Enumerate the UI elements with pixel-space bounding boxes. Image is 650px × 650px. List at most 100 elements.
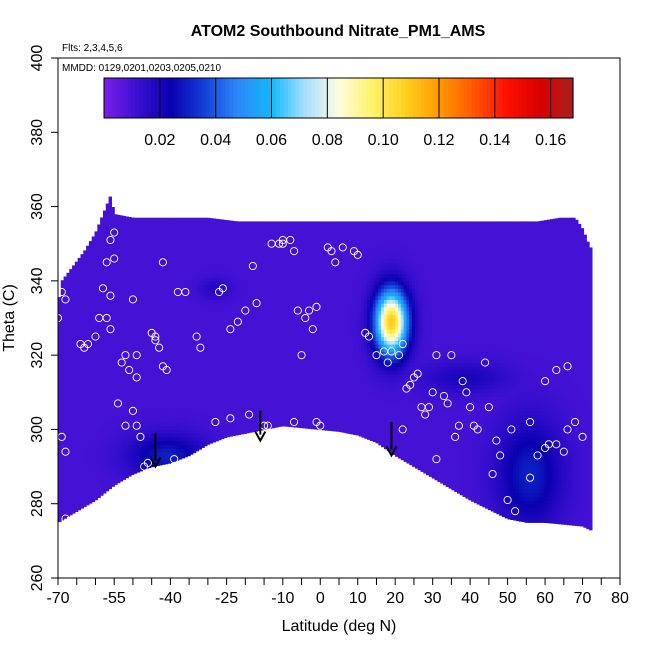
heatmap-cell — [159, 232, 163, 237]
heatmap-cell — [167, 240, 171, 245]
heatmap-cell — [77, 299, 82, 304]
heatmap-cell — [265, 373, 270, 379]
heatmap-cell — [91, 251, 96, 256]
heatmap-cell — [204, 381, 208, 386]
heatmap-cell — [176, 403, 180, 408]
heatmap-cell — [80, 258, 84, 263]
heatmap-cell — [260, 277, 264, 282]
heatmap-cell — [100, 306, 104, 312]
heatmap-cell — [147, 440, 152, 445]
heatmap-cell — [128, 325, 132, 330]
heatmap-cell — [122, 444, 127, 449]
heatmap-cell — [156, 451, 160, 457]
heatmap-cell — [159, 351, 163, 356]
heatmap-cell — [271, 410, 275, 416]
heatmap-cell — [77, 280, 82, 286]
heatmap-cell — [237, 340, 242, 345]
heatmap-cell — [74, 488, 79, 494]
heatmap-cell — [223, 251, 228, 256]
heatmap-cell — [268, 273, 273, 278]
heatmap-cell — [176, 292, 180, 297]
heatmap-cell — [97, 392, 101, 397]
heatmap-cell — [198, 247, 202, 252]
heatmap-cell — [86, 425, 90, 431]
heatmap-cell — [167, 362, 171, 367]
heatmap-cell — [190, 295, 194, 301]
heatmap-cell — [147, 228, 152, 234]
heatmap-cell — [161, 221, 166, 226]
heatmap-cell — [195, 399, 200, 405]
heatmap-cell — [170, 329, 174, 334]
heatmap-cell — [181, 262, 186, 267]
heatmap-cell — [237, 258, 242, 263]
heatmap-cell — [74, 381, 79, 386]
heatmap-cell — [77, 440, 82, 445]
heatmap-cell — [142, 314, 146, 319]
heatmap-cell — [150, 310, 155, 315]
heatmap-cell — [69, 477, 73, 483]
heatmap-cell — [240, 228, 245, 234]
heatmap-cell — [131, 466, 135, 471]
heatmap-cell — [176, 425, 180, 431]
heatmap-cell — [94, 466, 98, 471]
heatmap-cell — [83, 250, 87, 252]
heatmap-cell — [181, 436, 186, 442]
heatmap-cell — [212, 377, 216, 382]
heatmap-cell — [105, 373, 110, 379]
heatmap-cell — [176, 340, 180, 345]
heatmap-cell — [161, 303, 166, 308]
heatmap-cell — [209, 384, 214, 390]
heatmap-cell — [122, 215, 127, 219]
heatmap-cell — [232, 340, 236, 345]
heatmap-cell — [260, 269, 264, 275]
heatmap-cell — [249, 325, 253, 330]
heatmap-cell — [77, 266, 82, 271]
heatmap-cell — [257, 306, 261, 312]
heatmap-cell — [142, 236, 146, 241]
heatmap-cell — [102, 384, 107, 390]
heatmap-cell — [100, 310, 104, 315]
heatmap-cell — [232, 329, 236, 334]
heatmap-cell — [80, 351, 84, 356]
heatmap-cell — [74, 351, 79, 356]
heatmap-cell — [80, 362, 84, 367]
heatmap-cell — [223, 399, 228, 405]
heatmap-cell — [94, 388, 98, 393]
heatmap-cell — [164, 392, 169, 397]
heatmap-cell — [58, 418, 62, 423]
heatmap-cell — [178, 295, 183, 301]
heatmap-cell — [181, 258, 186, 263]
heatmap-cell — [257, 221, 261, 226]
heatmap-cell — [257, 418, 261, 423]
heatmap-cell — [147, 355, 152, 360]
heatmap-cell — [176, 362, 180, 367]
heatmap-cell — [91, 310, 96, 315]
heatmap-cell — [147, 448, 152, 453]
heatmap-cell — [206, 440, 211, 445]
heatmap-cell — [58, 485, 62, 490]
heatmap-cell — [131, 314, 135, 319]
heatmap-cell — [161, 459, 166, 464]
heatmap-cell — [204, 299, 208, 304]
heatmap-cell — [178, 351, 183, 356]
heatmap-cell — [223, 258, 228, 263]
heatmap-cell — [108, 332, 112, 338]
heatmap-cell — [187, 247, 191, 252]
heatmap-cell — [156, 266, 160, 271]
heatmap-cell — [237, 403, 242, 408]
heatmap-cell — [159, 429, 163, 434]
heatmap-cell — [226, 266, 231, 271]
heatmap-cell — [240, 355, 245, 360]
heatmap-cell — [63, 299, 68, 304]
heatmap-cell — [128, 258, 132, 263]
heatmap-cell — [58, 414, 62, 419]
heatmap-cell — [173, 280, 177, 286]
heatmap-cell — [257, 262, 261, 267]
heatmap-cell — [150, 240, 155, 245]
heatmap-cell — [237, 295, 242, 301]
heatmap-cell — [170, 236, 174, 241]
heatmap-cell — [184, 373, 188, 379]
heatmap-cell — [74, 451, 79, 457]
heatmap-cell — [198, 388, 202, 393]
heatmap-cell — [83, 392, 87, 397]
